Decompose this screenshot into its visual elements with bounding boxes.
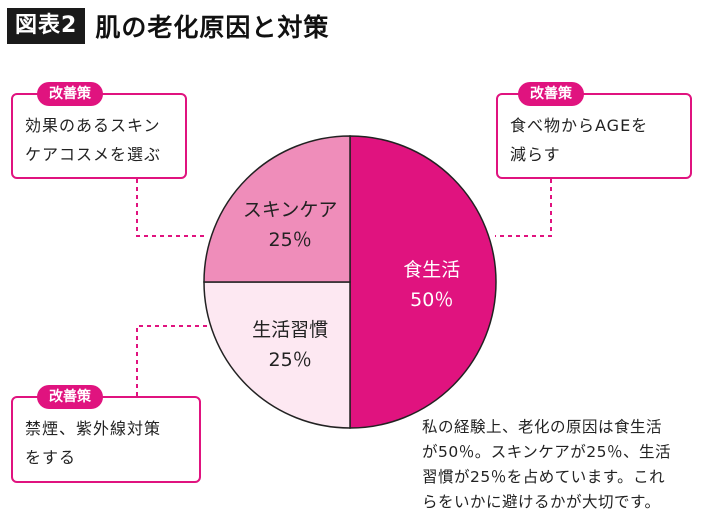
- callout-body: 効果のあるスキン ケアコスメを選ぶ: [13, 95, 185, 169]
- callout-line: 食べ物からAGEを: [510, 116, 649, 135]
- figure-title: 肌の老化原因と対策: [95, 13, 330, 42]
- callout-line: 効果のあるスキン: [25, 116, 161, 135]
- pie-slices: [203, 135, 497, 429]
- pie-slice-2: [203, 135, 351, 283]
- pie-labels: 食生活 50％ 生活習慣 25％ スキンケア 25％: [243, 199, 460, 371]
- figure-number-badge: 図表2: [7, 8, 86, 44]
- callout-line: 減らす: [510, 145, 561, 164]
- callout-body: 食べ物からAGEを 減らす: [498, 95, 690, 169]
- connector-diet: [495, 179, 552, 237]
- connector-lifestyle: [136, 325, 208, 396]
- figure-header: 図表2 肌の老化原因と対策: [7, 7, 329, 45]
- callout-tag: 改善策: [37, 82, 103, 106]
- callout-line: 禁煙、紫外線対策: [25, 419, 162, 438]
- callout-line: ケアコスメを選ぶ: [25, 145, 162, 164]
- callout-diet: 改善策 食べ物からAGEを 減らす: [496, 82, 692, 179]
- slice-value-label: 25％: [269, 229, 312, 251]
- note-line: が50％。スキンケアが25％、生活: [422, 443, 671, 461]
- callout-tag: 改善策: [37, 385, 103, 409]
- connector-lines: [136, 179, 552, 396]
- connector-skincare: [136, 179, 208, 237]
- slice-value-label: 25％: [269, 349, 312, 371]
- slice-name-label: 食生活: [403, 259, 460, 281]
- explanation-note: 私の経験上、老化の原因は食生活 が50％。スキンケアが25％、生活 習慣が25％…: [422, 415, 710, 515]
- slice-name-label: スキンケア: [243, 199, 337, 221]
- callout-lifestyle: 改善策 禁煙、紫外線対策 をする: [11, 385, 201, 483]
- pie-slice-1: [203, 281, 351, 429]
- callout-tag: 改善策: [518, 82, 584, 106]
- pie-slice-0: [349, 135, 497, 429]
- callout-body: 禁煙、紫外線対策 をする: [13, 398, 199, 472]
- note-line: 私の経験上、老化の原因は食生活: [422, 418, 663, 436]
- callout-skincare: 改善策 効果のあるスキン ケアコスメを選ぶ: [11, 82, 187, 179]
- callout-line: をする: [25, 448, 77, 467]
- slice-name-label: 生活習慣: [252, 319, 328, 341]
- note-line: 習慣が25％を占めています。これ: [422, 468, 666, 486]
- slice-value-label: 50％: [410, 289, 453, 311]
- note-line: らをいかに避けるかが大切です。: [422, 493, 661, 511]
